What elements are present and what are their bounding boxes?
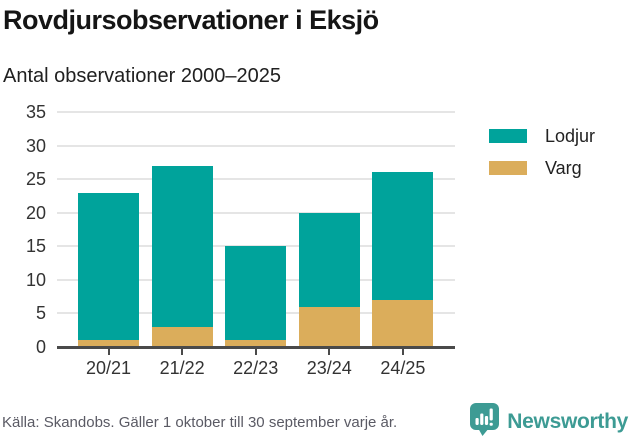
bar-segment-varg	[151, 326, 213, 347]
x-axis-tick	[181, 348, 184, 355]
y-axis-tick-label: 20	[25, 202, 46, 223]
x-axis-tick-label: 21/22	[159, 358, 205, 378]
legend-item-lodjur: Lodjur	[489, 127, 595, 145]
gridline	[57, 111, 455, 113]
bar-segment-varg	[372, 300, 434, 347]
x-axis-tick	[328, 348, 331, 355]
y-axis-tick-label: 30	[25, 135, 46, 156]
legend-swatch-icon	[489, 161, 527, 175]
bar-segment-lodjur	[298, 212, 360, 307]
chart-subtitle: Antal observationer 2000–2025	[3, 65, 281, 87]
bar-segment-varg	[78, 340, 139, 347]
legend-label: Lodjur	[545, 126, 596, 146]
y-axis-tick-label: 35	[25, 102, 46, 122]
x-axis-tick-label: 20/21	[85, 358, 132, 378]
x-axis-tick	[254, 348, 257, 355]
x-axis-line	[57, 346, 455, 349]
x-axis-tick-label: 22/23	[233, 358, 279, 378]
gridline	[57, 178, 455, 181]
bar-segment-lodjur	[225, 246, 287, 341]
bar-segment-lodjur	[78, 192, 139, 341]
legend-label: Varg	[545, 158, 582, 178]
y-axis-tick-label: 5	[35, 303, 46, 324]
x-axis-tick-label: 24/25	[380, 358, 426, 378]
chart-legend: Lodjur Varg	[489, 127, 595, 191]
y-axis-tick-label: 10	[25, 269, 46, 290]
legend-item-varg: Varg	[489, 159, 595, 177]
page-title: Rovdjursobservationer i Eksjö	[3, 5, 379, 35]
bar-segment-varg	[225, 340, 287, 347]
x-axis-tick	[401, 348, 404, 355]
x-axis-tick	[107, 348, 110, 355]
gridline	[57, 144, 455, 147]
gridline	[57, 211, 455, 214]
x-axis-tick-label: 23/24	[306, 358, 352, 378]
y-axis-tick-label: 15	[25, 236, 46, 257]
legend-swatch-icon	[489, 129, 527, 143]
source-note: Källa: Skandobs. Gäller 1 oktober till 3…	[2, 414, 398, 431]
bar-segment-lodjur	[151, 165, 213, 327]
y-axis-tick-label: 0	[35, 337, 46, 357]
newsworthy-wordmark: Newsworthy	[507, 410, 628, 433]
y-axis-tick-label: 25	[25, 169, 46, 190]
newsworthy-brand: Newsworthy	[469, 402, 628, 442]
bar-segment-varg	[298, 306, 360, 347]
bar-segment-lodjur	[372, 172, 434, 300]
newsworthy-logo-icon	[469, 402, 500, 442]
